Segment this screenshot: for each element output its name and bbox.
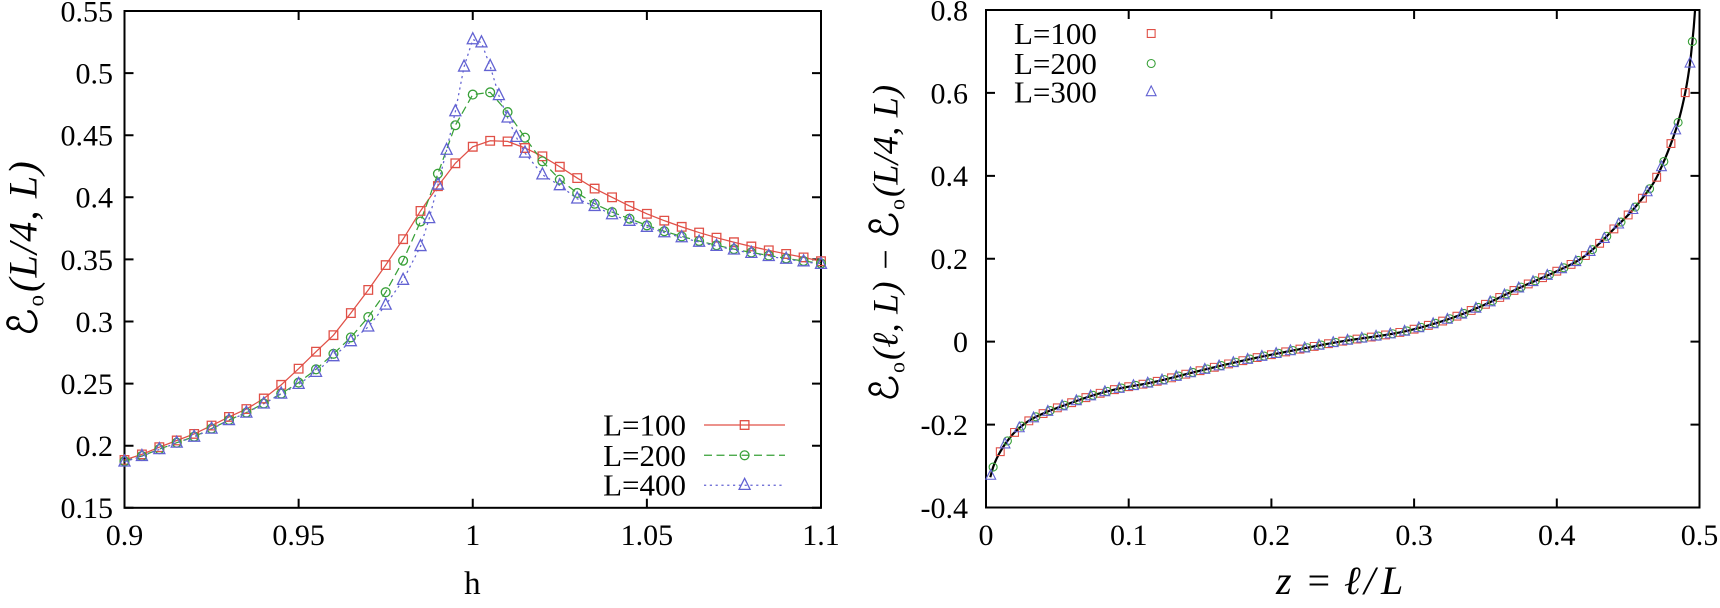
svg-text:1.1: 1.1 — [802, 519, 840, 552]
svg-text:/: / — [1362, 558, 1379, 603]
svg-text:0.5: 0.5 — [76, 58, 114, 91]
svg-text:o: o — [885, 362, 910, 373]
svg-text:0.4: 0.4 — [1538, 519, 1576, 552]
svg-text:0: 0 — [979, 519, 994, 552]
svg-text:0.55: 0.55 — [61, 0, 114, 28]
svg-text:0.4: 0.4 — [931, 160, 969, 193]
svg-text:0.3: 0.3 — [76, 306, 114, 339]
svg-text:0.5: 0.5 — [1681, 519, 1719, 552]
svg-text:0.8: 0.8 — [931, 0, 969, 27]
svg-text:o: o — [885, 199, 910, 210]
svg-text:0.2: 0.2 — [931, 243, 969, 276]
svg-text:L=200: L=200 — [1014, 46, 1097, 81]
svg-text:0.3: 0.3 — [1395, 519, 1433, 552]
svg-text:0.4: 0.4 — [76, 182, 114, 215]
svg-text:(ℓ, L) −: (ℓ, L) − — [866, 247, 906, 360]
svg-text:L=200: L=200 — [603, 438, 686, 473]
svg-text:0.35: 0.35 — [61, 244, 114, 277]
svg-text:L=300: L=300 — [1014, 75, 1097, 110]
svg-text:0: 0 — [953, 326, 968, 359]
svg-text:z: z — [1275, 558, 1292, 603]
svg-text:L: L — [1380, 558, 1403, 603]
svg-text:o: o — [24, 295, 49, 307]
svg-text:0.25: 0.25 — [61, 368, 114, 401]
svg-text:0.9: 0.9 — [106, 519, 144, 552]
svg-text:(L/4, L): (L/4, L) — [866, 85, 906, 197]
svg-text:0.2: 0.2 — [76, 430, 114, 463]
svg-text:0.2: 0.2 — [1253, 519, 1291, 552]
svg-text:0.6: 0.6 — [931, 77, 969, 110]
svg-text:0.15: 0.15 — [61, 492, 114, 525]
svg-text:L=400: L=400 — [603, 468, 686, 503]
svg-text:0.95: 0.95 — [272, 519, 325, 552]
svg-text:h: h — [464, 566, 481, 602]
svg-text:-0.2: -0.2 — [921, 409, 969, 442]
svg-text:L=100: L=100 — [603, 408, 686, 443]
svg-text:-0.4: -0.4 — [921, 492, 969, 525]
svg-text:ℓ: ℓ — [1344, 558, 1361, 603]
svg-text:=: = — [1305, 558, 1332, 603]
svg-text:1: 1 — [465, 519, 480, 552]
svg-text:(L/4, L): (L/4, L) — [1, 160, 46, 292]
svg-text:L=100: L=100 — [1014, 16, 1097, 51]
svg-text:1.05: 1.05 — [621, 519, 674, 552]
svg-text:0.45: 0.45 — [61, 120, 114, 153]
svg-text:0.1: 0.1 — [1110, 519, 1148, 552]
